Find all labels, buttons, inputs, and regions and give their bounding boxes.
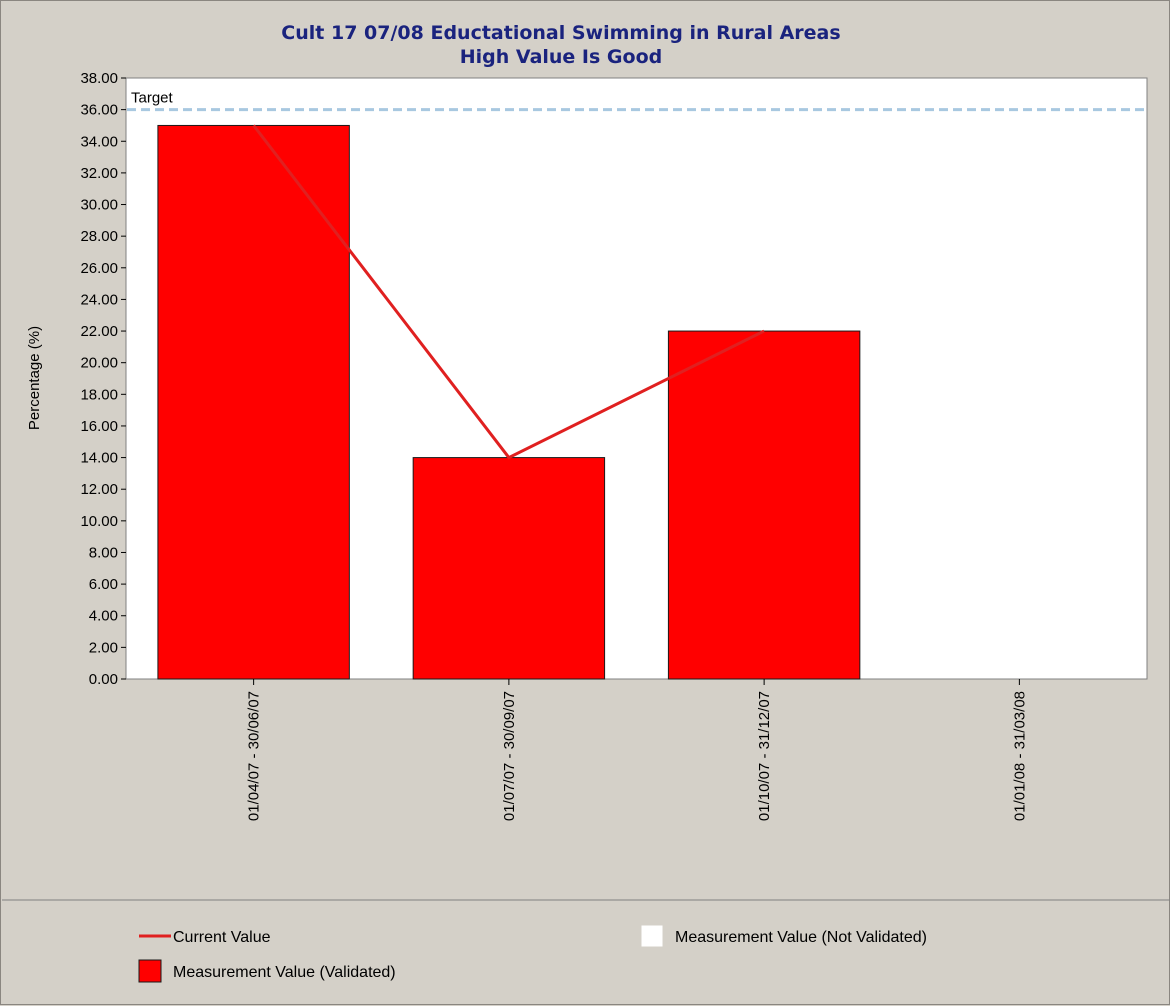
y-tick-label: 4.00 [89,608,118,625]
y-tick-label: 26.00 [80,260,118,277]
y-tick-label: 34.00 [80,133,118,150]
legend-item: Measurement Value (Not Validated) [640,924,927,948]
y-tick-label: 14.00 [80,450,118,467]
y-tick-label: 36.00 [80,102,118,119]
legend-label: Measurement Value (Validated) [173,964,396,981]
x-tick-label: 01/01/08 - 31/03/08 [1011,691,1028,821]
y-axis-label: Percentage (%) [26,326,43,430]
target-label: Target [131,90,174,107]
y-tick-label: 8.00 [89,544,118,561]
x-tick-label: 01/04/07 - 30/06/07 [246,691,263,821]
legend-item: Current Value [139,929,271,946]
y-tick-label: 24.00 [80,291,118,308]
y-tick-label: 20.00 [80,355,118,372]
chart-title: Cult 17 07/08 Eductational Swimming in R… [281,22,840,44]
y-tick-label: 10.00 [80,513,118,530]
legend-item: Measurement Value (Validated) [138,959,396,983]
legend-label: Current Value [173,929,271,946]
y-tick-label: 28.00 [80,228,118,245]
y-tick-label: 32.00 [80,165,118,182]
x-tick-label: 01/10/07 - 31/12/07 [756,691,773,821]
y-tick-label: 30.00 [80,197,118,214]
y-tick-label: 0.00 [89,671,118,688]
legend-box-swatch [640,924,664,948]
y-tick-label: 6.00 [89,576,118,593]
legend-box-swatch [138,959,162,983]
bar-3 [667,330,861,680]
y-tick-label: 18.00 [80,386,118,403]
y-tick-label: 16.00 [80,418,118,435]
current-value-line [252,124,765,460]
x-tick-label: 01/07/07 - 30/09/07 [501,691,518,821]
y-tick-label: 2.00 [89,639,118,656]
y-tick-label: 22.00 [80,323,118,340]
y-tick-label: 12.00 [80,481,118,498]
y-tick-label: 38.00 [80,70,118,87]
bar-1 [157,124,350,680]
bar-2 [412,457,606,680]
legend-label: Measurement Value (Not Validated) [675,929,927,946]
chart-subtitle: High Value Is Good [460,46,662,68]
